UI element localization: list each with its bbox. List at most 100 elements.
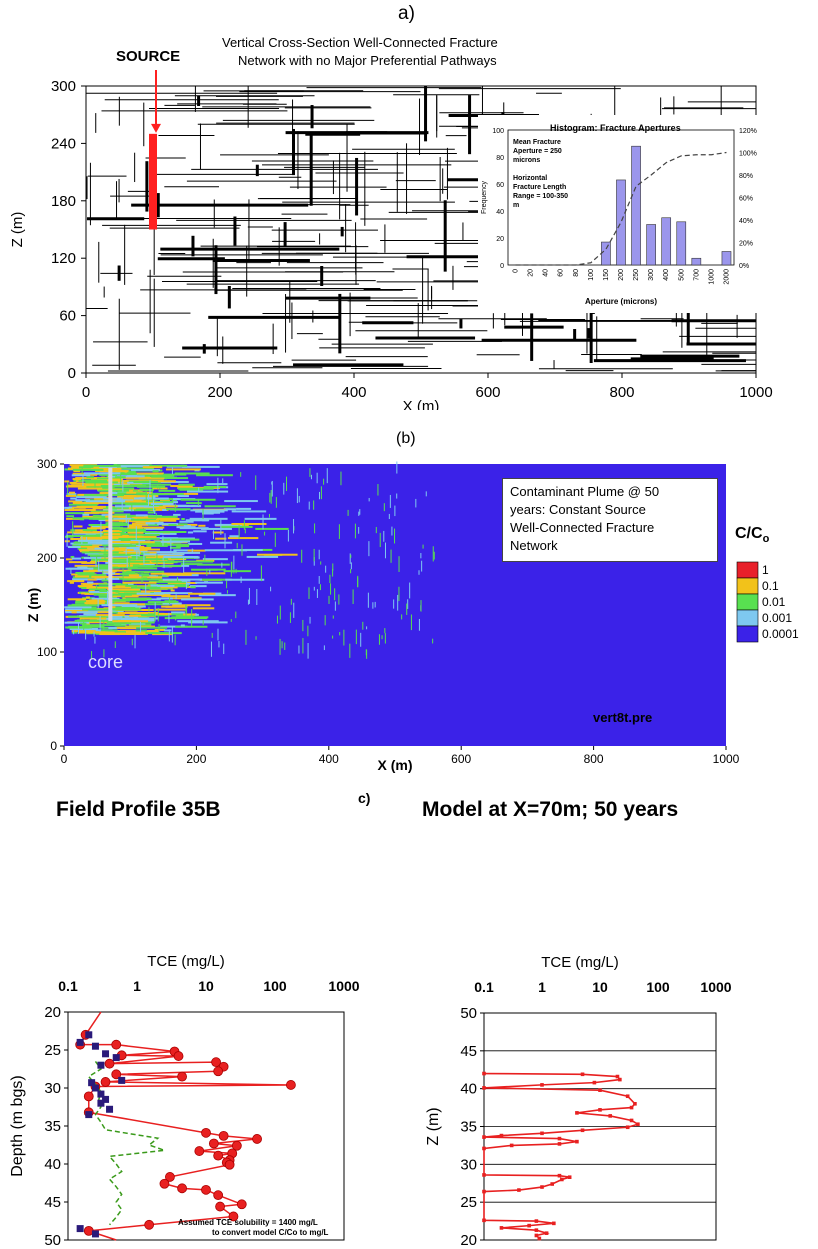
plume-cell (170, 485, 193, 488)
plume-vcell (368, 541, 370, 557)
plume-cell (131, 603, 170, 606)
plume-vcell (85, 628, 87, 640)
cc-label: 0.01 (762, 595, 786, 609)
plume-cell (79, 617, 107, 620)
plume-vcell (245, 629, 247, 645)
plume-cell (87, 527, 106, 530)
plume-cell (68, 491, 75, 494)
plume-cell (84, 602, 105, 605)
plume-cell (105, 522, 129, 525)
plume-vcell (320, 486, 322, 500)
hist-bar (676, 221, 687, 266)
plume-cell (97, 617, 135, 620)
plume-vcell (210, 641, 212, 657)
plume-cell (122, 571, 135, 574)
x-tick-label: 100 (263, 978, 287, 994)
plume-cell (187, 531, 194, 534)
hist-note-2: Aperture = 250 (513, 148, 562, 155)
plume-vcell (398, 556, 400, 572)
plume-vcell (360, 632, 362, 647)
plume-cell (149, 580, 187, 583)
plume-cell (155, 612, 172, 615)
x-tick-label: 100 (646, 979, 670, 995)
plume-vcell (329, 574, 331, 584)
field-point (144, 1219, 155, 1230)
model-point (560, 1177, 564, 1182)
plume-cell (87, 581, 94, 584)
plume-vcell (211, 632, 213, 638)
plume-cell (192, 607, 215, 610)
plume-cell (73, 470, 81, 473)
x-tick-label: 0.1 (474, 979, 494, 995)
field-point (83, 1225, 94, 1236)
plume-cell (201, 512, 214, 515)
plume-cell (130, 518, 150, 521)
low-sample-point (112, 1054, 120, 1062)
plume-cell (185, 519, 210, 522)
plume-vcell (174, 634, 176, 646)
plume-cell (154, 628, 166, 631)
plume-vcell (379, 532, 381, 547)
plume-cell (89, 599, 104, 602)
plume-cell (111, 526, 124, 529)
plume-cell (161, 572, 182, 575)
plume-vcell (94, 636, 96, 644)
plume-vcell (381, 635, 383, 640)
plume-cell (134, 523, 150, 526)
plume-cell (83, 557, 114, 560)
plume-cell (88, 517, 120, 520)
plume-cell (128, 630, 160, 633)
plume-vcell (157, 607, 159, 622)
hist-x-tick: 60 (558, 269, 565, 277)
plume-vcell (235, 568, 237, 574)
plume-vcell (226, 580, 228, 589)
plume-cell (147, 511, 156, 514)
plume-cell (77, 574, 106, 577)
plume-cell (98, 583, 127, 586)
plume-cell (136, 536, 157, 539)
plume-vcell (73, 630, 75, 635)
plume-cell (134, 522, 146, 525)
profile-frame (67, 1011, 345, 1241)
y-tick-label: 50 (44, 1232, 61, 1249)
hist-x-tick: 250 (633, 269, 640, 281)
y-axis-label: Depth (m bgs) (9, 1075, 26, 1176)
model-point (636, 1122, 640, 1127)
plume-vcell (286, 476, 288, 491)
plume-vcell (325, 565, 327, 573)
plume-vcell (323, 645, 325, 651)
hist-y2-tick: 100% (739, 151, 757, 158)
plume-cell (86, 473, 98, 476)
plume-vcell (103, 620, 105, 631)
hist-x-tick: 150 (603, 269, 610, 281)
plume-cell (113, 518, 137, 521)
plume-cell (135, 629, 147, 632)
model-point (482, 1135, 486, 1139)
model-point (482, 1086, 486, 1090)
plume-cell (123, 476, 165, 479)
plume-cell (161, 538, 200, 541)
model-point (633, 1102, 637, 1106)
plume-cell (147, 583, 189, 586)
plume-cell (91, 575, 114, 578)
low-sample-point (97, 1090, 105, 1098)
plume-cell (113, 483, 130, 486)
plume-vcell (366, 649, 368, 659)
plume-cell (163, 543, 182, 546)
plume-cell (148, 464, 185, 467)
plume-cell (158, 505, 178, 508)
plume-vcell (122, 568, 124, 582)
hist-bar (646, 224, 656, 266)
plume-cell (73, 525, 83, 528)
plume-vcell (186, 606, 188, 615)
field-point (159, 1178, 170, 1189)
plume-vcell (316, 472, 318, 484)
plume-cell (145, 532, 177, 535)
plume-cell (120, 465, 150, 468)
plume-vcell (314, 523, 316, 534)
plume-vcell (270, 489, 272, 504)
model-point (509, 1143, 514, 1148)
model-point (482, 1218, 486, 1223)
plume-vcell (318, 576, 320, 584)
plume-cell (142, 466, 163, 469)
